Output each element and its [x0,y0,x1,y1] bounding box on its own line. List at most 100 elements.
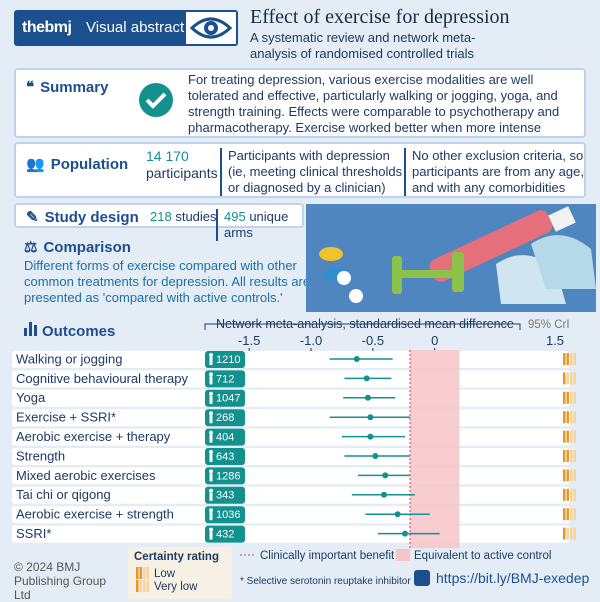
row-label: Cognitive behavioural therapy [16,371,188,386]
subtitle: A systematic review and network meta-ana… [250,30,476,61]
certainty-bar [563,430,566,443]
certainty-bar [563,469,566,482]
certainty-bar [566,430,569,443]
heading: Summary [40,79,109,96]
certainty-bar [573,450,576,462]
certainty-bar [573,372,576,385]
person-head [209,391,213,396]
person-head [209,353,213,357]
legend-bg [128,547,232,599]
comparison-text: Different forms of exercise compared wit… [24,258,311,305]
certainty-bar [570,372,573,385]
legend-threshold-label: Clinically important benefit [260,550,395,562]
certainty-bar [146,580,149,592]
outcomes-heading: Outcomes [42,323,115,340]
row-label: Aerobic exercise + therapy [16,429,171,444]
person-body [209,434,213,443]
certainty-bar [573,353,576,365]
x-tick-label: -1.0 [300,333,322,348]
row-label: Aerobic exercise + strength [16,507,174,522]
certainty-bar [136,580,139,592]
ci-label: 95% CrI [528,319,570,331]
person-body [209,395,213,404]
n-label: 404 [216,432,234,444]
estimate-dot [367,414,374,421]
certainty-bar [570,411,573,424]
certainty-bar [566,527,569,540]
person-head [209,450,213,454]
label: Visual abstract [86,19,185,36]
studies-count: 218 [150,209,172,224]
legend: Clinically important benefit Equivalent t… [240,549,590,587]
person-head [209,430,213,435]
design-heading: ✎ Study design [26,209,139,226]
certainty-bar [563,488,566,501]
certainty-bar [570,450,573,462]
certainty-bar [566,469,569,482]
n-pill [205,351,245,368]
x-tick-label: -1.5 [238,333,260,348]
row-label: Yoga [16,390,46,405]
title: Effect of exercise for depression [250,6,510,28]
legend-band-label: Equivalent to active control [414,550,551,562]
estimate-dot [402,530,409,537]
row-label: Walking or jogging [16,351,122,366]
n-pill [205,389,245,407]
person-head [209,411,213,416]
link-icon [414,570,430,586]
count-label: participants [146,165,218,181]
certainty-bar [570,488,573,501]
arms: 495 unique arms [216,209,302,241]
person-head [209,372,213,377]
certainty-bar [566,411,569,424]
n-pill [205,428,245,446]
certainty-bar [570,430,573,443]
design-box: ✎ Study design 218 studies 495 unique arm… [14,203,304,241]
certainty-bar [573,469,576,482]
certainty-bar [570,391,573,404]
certainty-bar [146,567,149,579]
estimate-dot [372,453,379,459]
n-pill [205,467,245,485]
certainty-bar [563,508,566,521]
arms-label: unique arms [224,209,289,240]
certainty-bar [570,508,573,521]
outcomes-icon [24,322,37,336]
estimate-dot [363,375,370,382]
person-body [209,454,213,462]
equivalence-band [409,350,460,548]
arms-count: 495 [224,209,246,224]
row-label: Tai chi or qigong [16,487,111,502]
certainty-bar [573,411,576,424]
axis-end-label: 1.5 [546,333,564,348]
person-body [209,531,213,540]
illustration [306,204,596,312]
n-label: 1036 [216,509,240,521]
certainty-bar [563,353,566,365]
certainty-bar [136,567,139,579]
n-label: 432 [216,529,234,541]
certainty-bar [563,450,566,462]
estimate-dot [367,433,374,440]
certainty-level: Very low [154,581,198,593]
certainty-bar [566,391,569,404]
heading: Comparison [43,239,131,256]
count: 14 170 [146,148,189,164]
check-icon [139,83,173,117]
studies: 218 studies [150,209,217,225]
certainty-bar [570,353,573,365]
axis-bracket [204,323,521,330]
person-head [209,469,213,474]
person-head [209,488,213,493]
eye-icon [186,12,236,44]
row-bg [12,525,570,543]
heading: Population [50,156,129,173]
summary-heading: ❝ Summary [26,79,109,96]
certainty-bar [566,488,569,501]
studies-label: studies [175,209,217,224]
estimate-dot [382,472,389,479]
certainty-bar [573,527,576,540]
axis-title: Network meta-analysis, standardised mean… [216,317,514,331]
n-pill [205,370,245,388]
